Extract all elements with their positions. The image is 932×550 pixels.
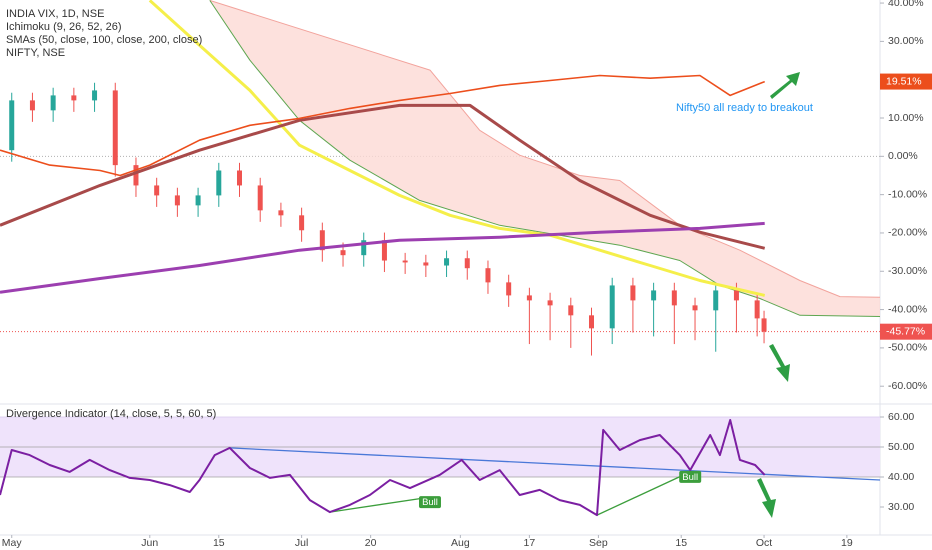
x-tick-label: 20 [365, 537, 377, 549]
legend-entry: SMAs (50, close, 100, close, 200, close) [6, 34, 202, 46]
candle-body [133, 165, 139, 186]
x-tick-label: 19 [841, 537, 853, 549]
candle-body [71, 95, 77, 101]
annotation: Nifty50 all ready to breakout [676, 102, 813, 114]
legend-entry: Ichimoku (9, 26, 52, 26) [6, 21, 122, 33]
y-tick-label: 0.00% [888, 150, 918, 162]
y-tick-label: 30.00% [888, 35, 924, 47]
y-tick-label: 40.00% [888, 0, 924, 9]
candle-body [319, 230, 325, 251]
x-tick-label: 15 [213, 537, 225, 549]
signal-label: Bull [682, 472, 698, 483]
arrow-down [769, 344, 790, 382]
x-tick-label: May [2, 537, 23, 549]
candle-body [257, 185, 263, 211]
y-tick-label: 40.00 [888, 471, 914, 483]
candle-body [340, 250, 346, 256]
y-tick-label: 10.00% [888, 112, 924, 124]
candle-body [195, 195, 201, 206]
y-tick-label: -50.00% [888, 342, 927, 354]
x-tick-label: 17 [524, 537, 536, 549]
trendline [596, 471, 691, 516]
candle-body [112, 90, 118, 166]
trendline [229, 447, 881, 481]
y-tick-label: 60.00 [888, 411, 914, 423]
candle-body [361, 240, 367, 256]
trendline [329, 496, 431, 513]
signal-box [418, 496, 441, 509]
candle-body [609, 285, 615, 329]
candle-body [761, 318, 767, 332]
candle-body [630, 285, 636, 301]
candle-body [402, 260, 408, 263]
candle-body [671, 290, 677, 306]
candle-body [733, 290, 739, 301]
candle-body [588, 315, 594, 329]
y-tick-label: 30.00 [888, 501, 914, 513]
indicator-line [148, 0, 766, 297]
candle-body [236, 170, 242, 186]
y-tick-label: -20.00% [888, 227, 927, 239]
candle-body [444, 258, 450, 266]
x-tick-label: Jun [141, 537, 158, 549]
y-tick-label: -30.00% [888, 265, 927, 277]
x-tick-label: Aug [451, 537, 470, 549]
candle-body [92, 90, 98, 101]
signal-box [679, 470, 702, 483]
candle-body [547, 300, 553, 306]
arrow-down-indicator [757, 478, 776, 518]
candle-body [278, 210, 284, 216]
candle-body [464, 258, 470, 269]
y-tick-label: -60.00% [888, 380, 927, 392]
x-tick-label: Sep [589, 537, 608, 549]
price-label: -45.77% [886, 325, 925, 337]
legend-entry: INDIA VIX, 1D, NSE [6, 8, 104, 20]
signal-label: Bull [422, 497, 438, 508]
price-label: 19.51% [886, 75, 922, 87]
cloud-fill [209, 0, 881, 317]
arrow-up [770, 72, 800, 99]
candle-body [9, 100, 15, 151]
candle-body [299, 215, 305, 231]
y-tick-label: 50.00 [888, 441, 914, 453]
y-tick-label: -40.00% [888, 303, 927, 315]
cloud-upper-line [209, 0, 881, 298]
indicator-line [0, 103, 766, 250]
candle-body [754, 300, 760, 319]
y-tick-label: -10.00% [888, 188, 927, 200]
candle-body [381, 240, 387, 261]
indicator-line [0, 74, 765, 177]
candle-body [485, 268, 491, 283]
candle-body [174, 195, 180, 206]
x-tick-label: Oct [756, 537, 772, 549]
candle-body [50, 95, 56, 111]
candle-body [713, 290, 719, 311]
candle-body [29, 100, 35, 111]
candle-body [154, 185, 160, 196]
candle-body [216, 170, 222, 196]
candle-body [526, 295, 532, 301]
candle-body [651, 290, 657, 301]
candle-body [692, 305, 698, 311]
indicator-title: Divergence Indicator (14, close, 5, 5, 6… [6, 408, 216, 420]
indicator-line [0, 419, 766, 517]
x-tick-label: 15 [675, 537, 687, 549]
legend-entry: NIFTY, NSE [6, 47, 65, 59]
indicator-line [0, 221, 765, 294]
price-label-box [880, 323, 932, 340]
candle-body [506, 282, 512, 296]
price-label-box [880, 73, 932, 90]
x-tick-label: Jul [295, 537, 308, 549]
candle-body [568, 305, 574, 316]
candle-body [423, 262, 429, 266]
